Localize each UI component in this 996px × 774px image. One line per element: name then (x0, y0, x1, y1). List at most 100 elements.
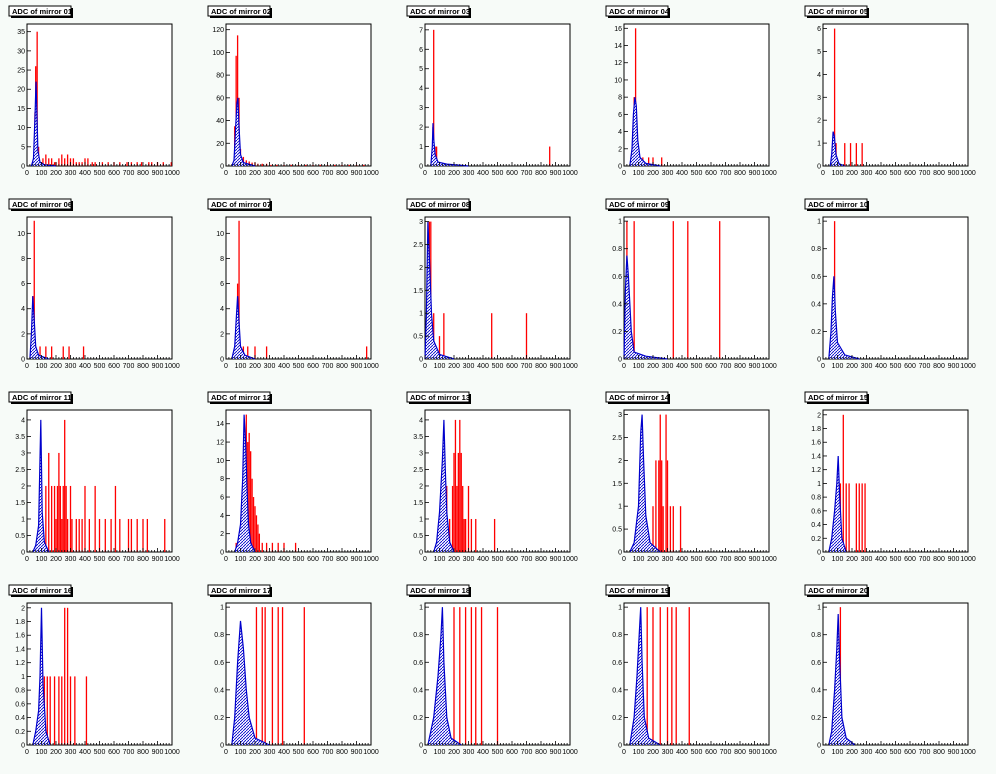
red-bar (261, 542, 263, 552)
red-bar (861, 143, 863, 166)
x-tick-label: 900 (351, 363, 363, 370)
red-bar (87, 158, 89, 166)
red-bar (249, 451, 252, 552)
x-tick-label: 100 (434, 749, 446, 756)
red-bar (281, 607, 284, 745)
x-tick-label: 500 (293, 363, 305, 370)
x-tick-label: 100 (36, 749, 48, 756)
x-tick-label: 300 (861, 556, 873, 563)
histogram-svg: 0 100 200 300 400 500 600 700 800 900 1000 0 0.5 1 1.5… (406, 198, 578, 370)
y-tick-label: 1 (618, 605, 622, 612)
red-bar (457, 452, 460, 552)
x-tick-label: 900 (351, 556, 363, 563)
red-bar (463, 518, 465, 552)
histogram-pad: 0 100 200 300 400 500 600 700 800 900 1000 0 0.2 0.4 0… (804, 584, 994, 774)
y-tick-label: 0.8 (214, 632, 224, 639)
plot-frame (26, 23, 173, 167)
red-bar (81, 518, 83, 552)
red-bar (290, 164, 292, 166)
y-tick-label: 0.2 (15, 729, 25, 736)
red-bar (647, 157, 650, 166)
x-tick-label: 1000 (761, 556, 777, 563)
red-bar (84, 485, 86, 552)
x-tick-label: 300 (861, 363, 873, 370)
x-tick-label: 800 (933, 556, 945, 563)
histogram-title: ADC of mirror 12 (207, 391, 272, 404)
x-tick-label: 500 (691, 556, 703, 563)
histogram-title: ADC of mirror 04 (605, 5, 670, 18)
x-tick-label: 600 (506, 556, 518, 563)
y-tick-label: 5 (817, 49, 821, 56)
blue-hist-fill (32, 419, 49, 552)
y-tick-label: 1.4 (811, 453, 821, 460)
blue-hist-fill (433, 419, 454, 552)
red-bar (146, 518, 149, 552)
x-tick-label: 800 (535, 556, 547, 563)
histogram-pad: 0 100 200 300 400 500 600 700 800 900 1000 0 0.2 0.4 0… (207, 584, 397, 774)
histogram-title: ADC of mirror 05 (804, 5, 869, 18)
y-tick-label: 4 (618, 129, 622, 136)
x-tick-label: 900 (749, 363, 761, 370)
y-tick-label: 25 (17, 68, 25, 75)
histogram-svg: 0 100 200 300 400 500 600 700 800 900 1000 0 0.2 0.4 0… (804, 198, 976, 370)
plot-frame (424, 216, 571, 360)
red-bar (59, 485, 62, 552)
x-tick-label: 100 (633, 363, 645, 370)
histogram-svg: 0 100 200 300 400 500 600 700 800 900 100002040608… (207, 5, 379, 177)
x-tick-label: 200 (50, 749, 62, 756)
red-bar (62, 346, 64, 359)
red-bar (264, 607, 266, 745)
x-tick-label: 400 (79, 170, 91, 177)
blue-hist-fill (32, 607, 51, 745)
x-tick-label: 1000 (562, 556, 578, 563)
blue-hist-outline (234, 414, 256, 553)
y-tick-label: 0.5 (413, 533, 423, 540)
x-tick-label: 200 (846, 363, 858, 370)
y-tick-label: 4 (21, 306, 25, 313)
red-bar (251, 478, 253, 552)
x-tick-label: 600 (108, 556, 120, 563)
red-bar (50, 485, 53, 552)
blue-hist-fill (231, 97, 255, 166)
red-bar (48, 158, 50, 166)
x-tick-label: 1000 (164, 170, 180, 177)
y-tick-label: 4 (220, 306, 224, 313)
y-tick-label: 80 (216, 73, 224, 80)
histogram-pad: 0 100 200 300 400 500 600 700 800 900 1000 0 0.5 1 1.5… (8, 391, 198, 581)
x-tick-label: 1000 (164, 556, 180, 563)
y-tick-label: 15 (17, 106, 25, 113)
x-tick-label: 300 (264, 556, 276, 563)
plot-frame (26, 216, 173, 360)
x-tick-label: 200 (249, 363, 261, 370)
red-bar (252, 497, 255, 552)
red-bar (652, 607, 654, 745)
x-tick-label: 100 (633, 170, 645, 177)
y-tick-label: 0 (21, 743, 25, 750)
x-tick-label: 0 (224, 556, 228, 563)
y-tick-label: 1 (618, 504, 622, 511)
x-tick-label: 500 (492, 363, 504, 370)
plot-frame (822, 216, 969, 360)
red-bar (435, 146, 438, 166)
blue-hist-outline (629, 414, 661, 553)
red-bar (443, 313, 445, 359)
red-bar (48, 452, 50, 552)
x-tick-label: 400 (875, 170, 887, 177)
x-tick-label: 900 (948, 556, 960, 563)
y-tick-label: 0.4 (612, 687, 622, 694)
red-bar (69, 485, 72, 552)
y-tick-label: 0.4 (811, 522, 821, 529)
x-tick-label: 100 (235, 170, 247, 177)
plot-frame (225, 23, 372, 167)
histogram-title-text: ADC of mirror 07 (211, 200, 271, 209)
blue-hist-outline (30, 81, 57, 167)
red-bar (46, 676, 48, 745)
y-tick-label: 1.8 (811, 426, 821, 433)
red-bar (363, 164, 365, 166)
x-tick-label: 100 (434, 556, 446, 563)
x-tick-label: 300 (463, 363, 475, 370)
red-bar (36, 31, 38, 167)
histogram-title-text: ADC of mirror 09 (609, 200, 669, 209)
histogram-title: ADC of mirror 02 (207, 5, 272, 18)
x-tick-label: 0 (622, 749, 626, 756)
